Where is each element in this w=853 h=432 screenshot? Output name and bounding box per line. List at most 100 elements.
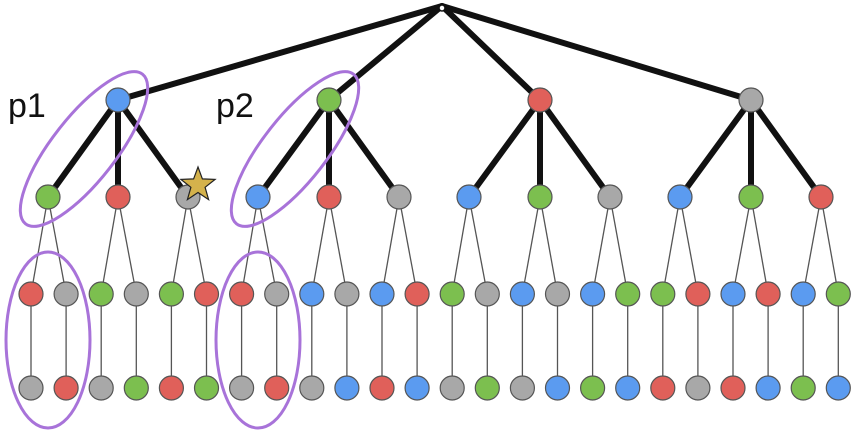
level4-node — [544, 375, 571, 401]
tree-edge — [328, 196, 348, 295]
level3-node — [439, 281, 465, 307]
tree-edge — [47, 196, 67, 295]
tree-edge — [326, 3, 445, 103]
level4-node — [88, 375, 114, 401]
tree-edge — [662, 196, 681, 295]
level3-node — [299, 281, 325, 307]
level3-node — [650, 281, 676, 307]
tree-edge — [439, 3, 543, 103]
tree-edge — [732, 196, 752, 295]
level4-node — [720, 375, 746, 401]
level4-node — [650, 375, 676, 401]
label-p1: p1 — [8, 87, 46, 125]
level4-node — [193, 375, 220, 401]
level3-node — [123, 281, 149, 307]
level3-node — [193, 281, 220, 307]
level3-node — [825, 281, 851, 307]
level3-node — [264, 281, 290, 307]
root-node — [438, 4, 446, 12]
level4-node — [474, 375, 500, 401]
level3-node — [88, 281, 114, 307]
thin-edges — [30, 196, 839, 388]
level4-node — [18, 375, 44, 401]
tree-edge — [591, 196, 611, 295]
tree-edge — [609, 196, 629, 295]
level2-node — [597, 184, 623, 210]
tree-edge — [468, 196, 488, 295]
tree-edge — [679, 196, 699, 295]
level2-node — [386, 184, 412, 210]
tree-edge — [240, 196, 259, 295]
label-p2: p2 — [216, 87, 254, 125]
level2-node — [105, 184, 131, 210]
level4-node — [790, 375, 816, 401]
tree-edge — [439, 3, 754, 103]
level4-node — [615, 375, 641, 401]
level3-node — [544, 281, 571, 307]
level3-node — [685, 281, 711, 307]
tree-edge — [398, 196, 418, 295]
level3-node — [755, 281, 781, 307]
level3-node — [615, 281, 641, 307]
level4-node — [404, 375, 430, 401]
level4-node — [229, 375, 255, 401]
highlight-ellipse — [18, 70, 150, 228]
tree-edge — [466, 97, 543, 200]
level2-node — [527, 184, 553, 210]
tree-edge — [100, 196, 119, 295]
tree-edge — [820, 196, 839, 295]
highlight-ellipses — [4, 70, 361, 430]
star-marker — [179, 165, 217, 202]
level1-node — [738, 87, 764, 113]
highlight-ellipse — [214, 250, 302, 430]
level1-node — [105, 87, 131, 113]
tree-edge — [750, 196, 769, 295]
level2-node — [456, 184, 482, 210]
tree-edge — [117, 196, 137, 295]
tree-edge — [451, 196, 470, 295]
tree-edge — [326, 97, 402, 200]
level2-node — [245, 184, 271, 210]
level3-node — [158, 281, 184, 307]
level4-node — [825, 375, 851, 401]
level4-node — [579, 375, 606, 401]
level4-node — [299, 375, 325, 401]
tree-edge — [187, 196, 208, 295]
tree-edge — [257, 196, 278, 295]
level2-node — [808, 184, 834, 210]
level4-node — [158, 375, 184, 401]
tree-edge — [30, 196, 49, 295]
tree-edge — [170, 196, 189, 295]
tree-edge — [537, 97, 613, 200]
tree-edge — [521, 196, 541, 295]
level4-node — [755, 375, 781, 401]
tree-edge — [311, 196, 330, 295]
tree-edge — [381, 196, 400, 295]
level3-node — [790, 281, 816, 307]
level3-node — [334, 281, 360, 307]
level4-node — [509, 375, 536, 401]
level4-node — [685, 375, 711, 401]
highlight-ellipse — [229, 70, 361, 228]
tree-edge — [115, 3, 445, 103]
tree-edge — [255, 97, 332, 200]
tree-edge — [748, 97, 824, 200]
level3-node — [53, 281, 79, 307]
level2-node — [738, 184, 764, 210]
level2-node — [316, 184, 342, 210]
tree-edge — [45, 97, 121, 200]
level4-node — [439, 375, 465, 401]
level3-node — [229, 281, 255, 307]
level3-node — [369, 281, 395, 307]
level4-node — [334, 375, 360, 401]
level3-node — [509, 281, 536, 307]
thick-edges — [45, 3, 824, 200]
level4-node — [123, 375, 149, 401]
level3-node — [579, 281, 606, 307]
level4-node — [264, 375, 290, 401]
level4-node — [53, 375, 79, 401]
level3-node — [404, 281, 430, 307]
highlight-ellipse — [4, 250, 92, 430]
tree-edge — [802, 196, 822, 295]
level3-node — [18, 281, 44, 307]
